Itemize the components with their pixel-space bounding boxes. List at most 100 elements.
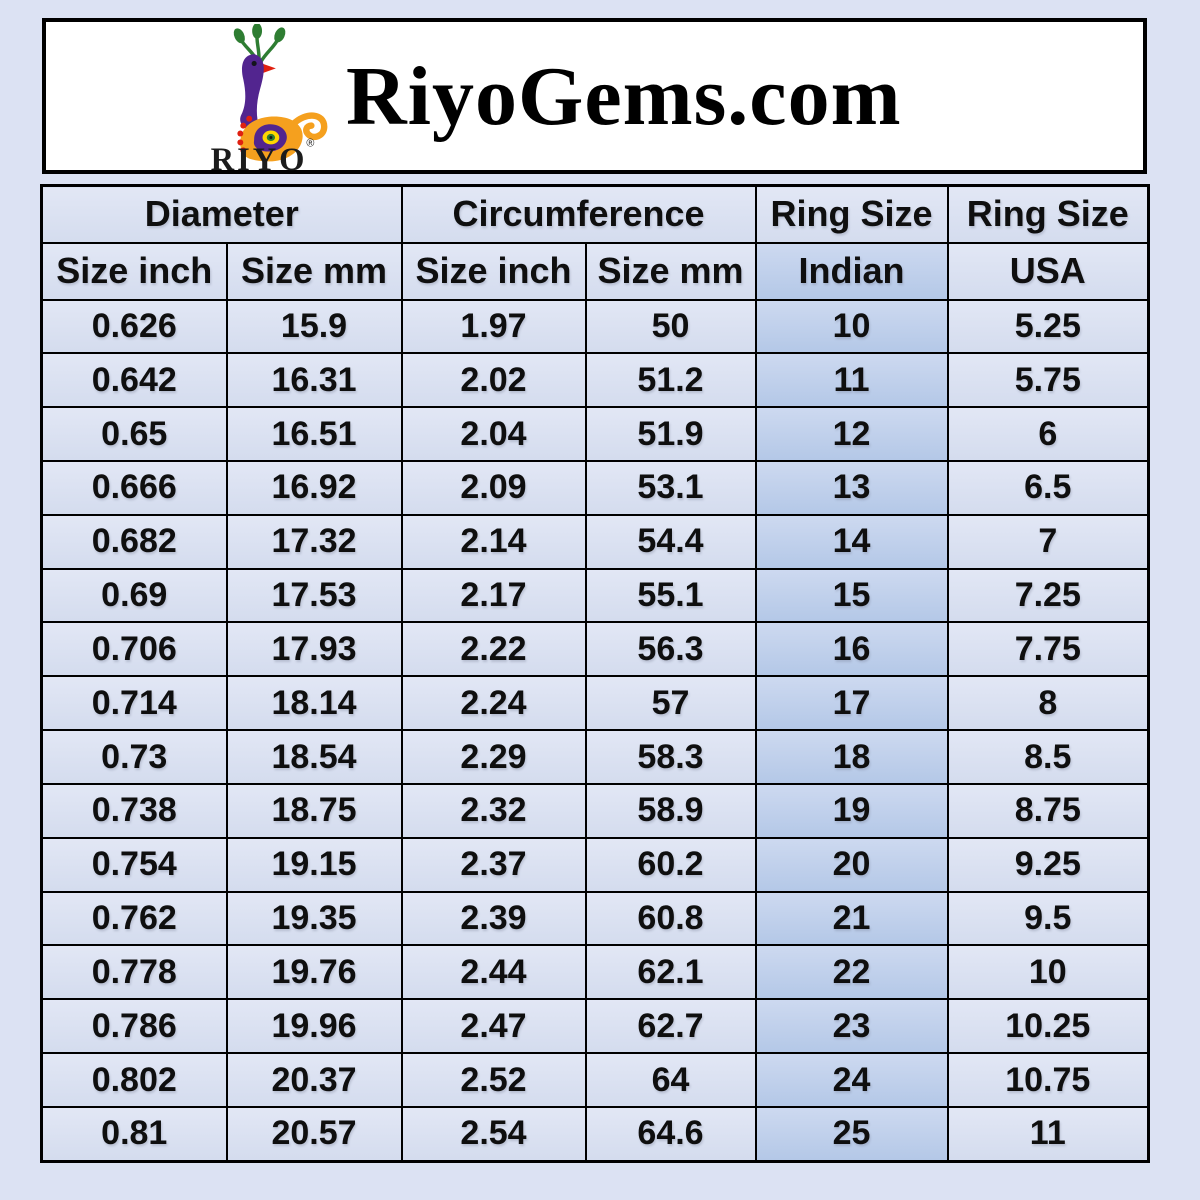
cell-r5-c2: 2.17 — [400, 567, 587, 624]
table-row-6: 0.706 17.93 2.22 56.3 16 7.75 — [40, 621, 1150, 678]
table-body: 0.626 15.9 1.97 50 10 5.25 0.642 16.31 2.02 51.2 1… — [40, 298, 1150, 1163]
cell-r5-c0: 0.69 — [40, 567, 228, 624]
cell-r8-c1: 18.54 — [225, 729, 403, 785]
group-header-0: Diameter — [40, 184, 403, 244]
table-row-13: 0.786 19.96 2.47 62.7 23 10.25 — [40, 998, 1150, 1055]
table-row-5: 0.69 17.53 2.17 55.1 15 7.25 — [40, 567, 1150, 624]
column-header-1: Size mm — [225, 241, 403, 301]
table-row-0: 0.626 15.9 1.97 50 10 5.25 — [40, 298, 1150, 355]
cell-r12-c2: 2.44 — [400, 944, 587, 1001]
cell-r4-c5: 7 — [946, 513, 1150, 570]
table-row-15: 0.81 20.57 2.54 64.6 25 11 — [40, 1105, 1150, 1163]
cell-r9-c5: 8.75 — [946, 782, 1150, 839]
group-header-row: Diameter Circumference Ring Size Ring Size — [40, 184, 1150, 244]
cell-r14-c4: 24 — [754, 1052, 949, 1108]
peacock-icon: RIYO ® — [211, 24, 328, 172]
cell-r4-c0: 0.682 — [40, 513, 228, 570]
table-row-1: 0.642 16.31 2.02 51.2 11 5.75 — [40, 352, 1150, 409]
cell-r14-c5: 10.75 — [946, 1052, 1150, 1108]
cell-r3-c1: 16.92 — [225, 459, 403, 516]
cell-r0-c0: 0.626 — [40, 298, 228, 355]
cell-r0-c1: 15.9 — [225, 298, 403, 355]
table-head: Diameter Circumference Ring Size Ring Size … — [40, 184, 1150, 301]
cell-r12-c0: 0.778 — [40, 944, 228, 1001]
table-row-4: 0.682 17.32 2.14 54.4 14 7 — [40, 513, 1150, 570]
cell-r15-c5: 11 — [946, 1105, 1150, 1163]
cell-r10-c5: 9.25 — [946, 836, 1150, 893]
cell-r13-c3: 62.7 — [584, 998, 757, 1055]
cell-r6-c0: 0.706 — [40, 621, 228, 678]
cell-r9-c2: 2.32 — [400, 782, 587, 839]
cell-r1-c2: 2.02 — [400, 352, 587, 409]
cell-r14-c2: 2.52 — [400, 1052, 587, 1108]
cell-r11-c1: 19.35 — [225, 890, 403, 947]
cell-r15-c3: 64.6 — [584, 1105, 757, 1163]
cell-r4-c4: 14 — [754, 513, 949, 570]
cell-r11-c5: 9.5 — [946, 890, 1150, 947]
cell-r10-c2: 2.37 — [400, 836, 587, 893]
cell-r2-c2: 2.04 — [400, 406, 587, 462]
cell-r7-c3: 57 — [584, 675, 757, 732]
cell-r2-c1: 16.51 — [225, 406, 403, 462]
peacock-neck — [240, 54, 264, 132]
cell-r11-c2: 2.39 — [400, 890, 587, 947]
cell-r7-c5: 8 — [946, 675, 1150, 732]
cell-r14-c0: 0.802 — [40, 1052, 228, 1108]
cell-r0-c3: 50 — [584, 298, 757, 355]
cell-r7-c4: 17 — [754, 675, 949, 732]
cell-r14-c1: 20.37 — [225, 1052, 403, 1108]
cell-r5-c5: 7.25 — [946, 567, 1150, 624]
table-row-10: 0.754 19.15 2.37 60.2 20 9.25 — [40, 836, 1150, 893]
peacock-crest — [233, 24, 286, 64]
group-header-2: Ring Size — [754, 184, 949, 244]
peacock-eye — [251, 60, 257, 67]
column-header-2: Size inch — [400, 241, 587, 301]
cell-r15-c0: 0.81 — [40, 1105, 228, 1163]
cell-r1-c0: 0.642 — [40, 352, 228, 409]
cell-r15-c2: 2.54 — [400, 1105, 587, 1163]
cell-r8-c3: 58.3 — [584, 729, 757, 785]
cell-r2-c5: 6 — [946, 406, 1150, 462]
cell-r2-c4: 12 — [754, 406, 949, 462]
cell-r8-c4: 18 — [754, 729, 949, 785]
cell-r12-c5: 10 — [946, 944, 1150, 1001]
cell-r2-c3: 51.9 — [584, 406, 757, 462]
group-header-3: Ring Size — [946, 184, 1150, 244]
cell-r11-c3: 60.8 — [584, 890, 757, 947]
cell-r10-c0: 0.754 — [40, 836, 228, 893]
cell-r12-c1: 19.76 — [225, 944, 403, 1001]
cell-r3-c3: 53.1 — [584, 459, 757, 516]
cell-r7-c0: 0.714 — [40, 675, 228, 732]
cell-r15-c4: 25 — [754, 1105, 949, 1163]
column-header-5: USA — [946, 241, 1150, 301]
cell-r15-c1: 20.57 — [225, 1105, 403, 1163]
cell-r10-c1: 19.15 — [225, 836, 403, 893]
column-header-row: Size inch Size mm Size inch Size mm Indian US… — [40, 241, 1150, 301]
cell-r4-c2: 2.14 — [400, 513, 587, 570]
cell-r5-c4: 15 — [754, 567, 949, 624]
cell-r13-c1: 19.96 — [225, 998, 403, 1055]
cell-r1-c5: 5.75 — [946, 352, 1150, 409]
cell-r14-c3: 64 — [584, 1052, 757, 1108]
cell-r9-c4: 19 — [754, 782, 949, 839]
table-row-2: 0.65 16.51 2.04 51.9 12 6 — [40, 406, 1150, 462]
logo-wordmark: RIYO — [211, 142, 308, 172]
cell-r10-c3: 60.2 — [584, 836, 757, 893]
cell-r3-c2: 2.09 — [400, 459, 587, 516]
cell-r7-c2: 2.24 — [400, 675, 587, 732]
table-row-14: 0.802 20.37 2.52 64 24 10.75 — [40, 1052, 1150, 1108]
cell-r12-c4: 22 — [754, 944, 949, 1001]
cell-r8-c0: 0.73 — [40, 729, 228, 785]
cell-r0-c5: 5.25 — [946, 298, 1150, 355]
cell-r6-c1: 17.93 — [225, 621, 403, 678]
cell-r13-c4: 23 — [754, 998, 949, 1055]
cell-r3-c0: 0.666 — [40, 459, 228, 516]
cell-r4-c1: 17.32 — [225, 513, 403, 570]
cell-r1-c1: 16.31 — [225, 352, 403, 409]
table-row-12: 0.778 19.76 2.44 62.1 22 10 — [40, 944, 1150, 1001]
cell-r8-c2: 2.29 — [400, 729, 587, 785]
cell-r0-c4: 10 — [754, 298, 949, 355]
table-row-3: 0.666 16.92 2.09 53.1 13 6.5 — [40, 459, 1150, 516]
cell-r6-c3: 56.3 — [584, 621, 757, 678]
